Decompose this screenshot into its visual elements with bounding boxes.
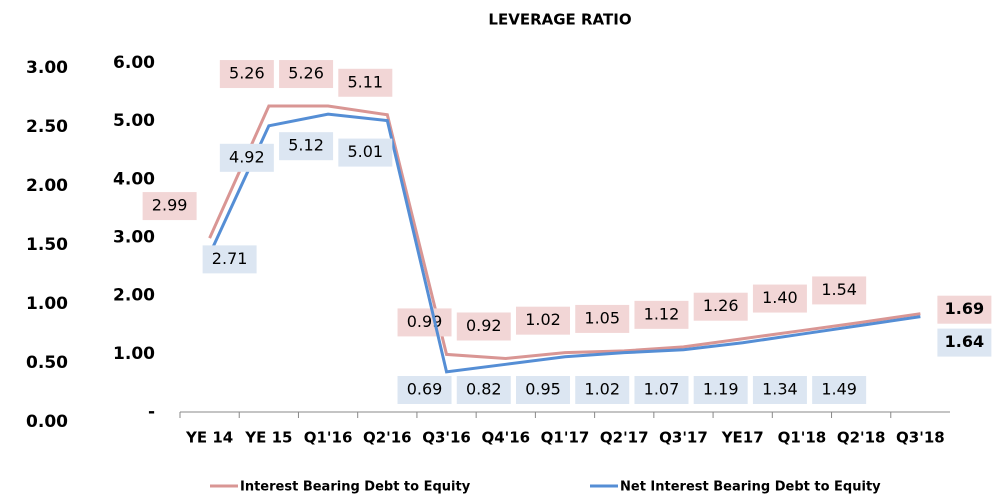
data-label: 5.01 [347, 142, 383, 161]
label-box [516, 306, 570, 335]
data-label: 1.40 [762, 288, 798, 307]
y2-tick-label: 2.00 [26, 176, 68, 196]
label-box [219, 143, 274, 172]
y2-tick-label: 1.50 [26, 235, 68, 255]
y-tick-label: 2.00 [113, 286, 155, 306]
label-box [752, 284, 807, 313]
label-box [202, 245, 257, 274]
label-box [279, 60, 334, 89]
x-tick-label: YE 15 [244, 429, 292, 447]
data-label: 1.49 [821, 380, 857, 399]
data-label: 5.12 [288, 136, 324, 155]
y-tick-label: 6.00 [113, 53, 155, 73]
x-tick-label: Q3'17 [659, 429, 708, 447]
data-label: 0.92 [466, 316, 502, 335]
label-box [812, 376, 867, 404]
data-label: 1.34 [762, 380, 798, 399]
label-box [397, 308, 452, 337]
label-box [812, 276, 867, 305]
data-label: 2.71 [212, 249, 248, 268]
data-label: 1.26 [703, 296, 739, 315]
line [208, 112, 921, 374]
y-tick-label: 5.00 [113, 111, 155, 131]
data-label: 2.99 [152, 196, 188, 215]
data-label: 1.12 [644, 304, 680, 323]
data-label: 1.54 [821, 280, 857, 299]
label-box [338, 68, 393, 97]
data-label: 1.02 [584, 380, 620, 399]
label-box [575, 376, 630, 404]
data-label: 1.69 [945, 299, 984, 318]
chart-title: LEVERAGE RATIO [488, 11, 631, 29]
x-tick-label: Q2'17 [600, 429, 649, 447]
line [208, 104, 921, 360]
data-label: 4.92 [229, 147, 265, 166]
label-box [693, 376, 748, 404]
label-box [338, 138, 393, 167]
label-box [575, 304, 630, 333]
y-tick-label: 3.00 [113, 228, 155, 248]
label-box [937, 328, 992, 357]
data-label: 0.95 [525, 380, 561, 399]
data-label: 5.26 [229, 64, 265, 83]
x-tick-label: Q2'18 [837, 429, 886, 447]
x-tick-label: Q2'16 [363, 429, 412, 447]
y-tick-label: 4.00 [113, 169, 155, 189]
x-tick-label: Q3'18 [896, 429, 945, 447]
y2-tick-label: 0.00 [26, 412, 68, 432]
data-label: 1.05 [584, 308, 620, 327]
data-label: 1.19 [703, 380, 739, 399]
data-label: 5.11 [347, 72, 383, 91]
x-tick-label: Q1'17 [541, 429, 590, 447]
x-tick-label: YE 14 [185, 429, 233, 447]
label-box [456, 376, 511, 404]
label-box [937, 295, 992, 324]
x-tick-label: Q3'16 [422, 429, 471, 447]
y2-tick-label: 3.00 [26, 58, 68, 78]
label-box [634, 300, 689, 329]
x-tick-label: YE17 [721, 429, 764, 447]
label-box [142, 192, 197, 221]
data-label: 0.82 [466, 380, 502, 399]
label-box [693, 292, 748, 321]
label-box [219, 60, 274, 89]
x-tick-label: Q4'16 [481, 429, 530, 447]
legend-label: Interest Bearing Debt to Equity [240, 480, 471, 495]
label-box [456, 312, 511, 341]
y2-tick-label: 1.00 [26, 294, 68, 314]
label-box [634, 376, 689, 404]
label-box [516, 376, 570, 404]
x-tick-label: Q1'18 [778, 429, 827, 447]
y-tick-label: - [148, 402, 155, 422]
data-label: 5.26 [288, 64, 324, 83]
data-label: 1.07 [644, 380, 680, 399]
x-tick-label: Q1'16 [304, 429, 353, 447]
y2-tick-label: 0.50 [26, 353, 68, 373]
legend-label: Net Interest Bearing Debt to Equity [620, 480, 881, 495]
y-tick-label: 1.00 [113, 344, 155, 364]
data-label: 1.64 [945, 332, 984, 351]
label-box [397, 376, 452, 404]
data-label: 1.02 [525, 310, 561, 329]
y2-tick-label: 2.50 [26, 117, 68, 137]
label-box [752, 376, 807, 404]
label-box [279, 132, 334, 161]
data-label: 0.69 [407, 380, 443, 399]
